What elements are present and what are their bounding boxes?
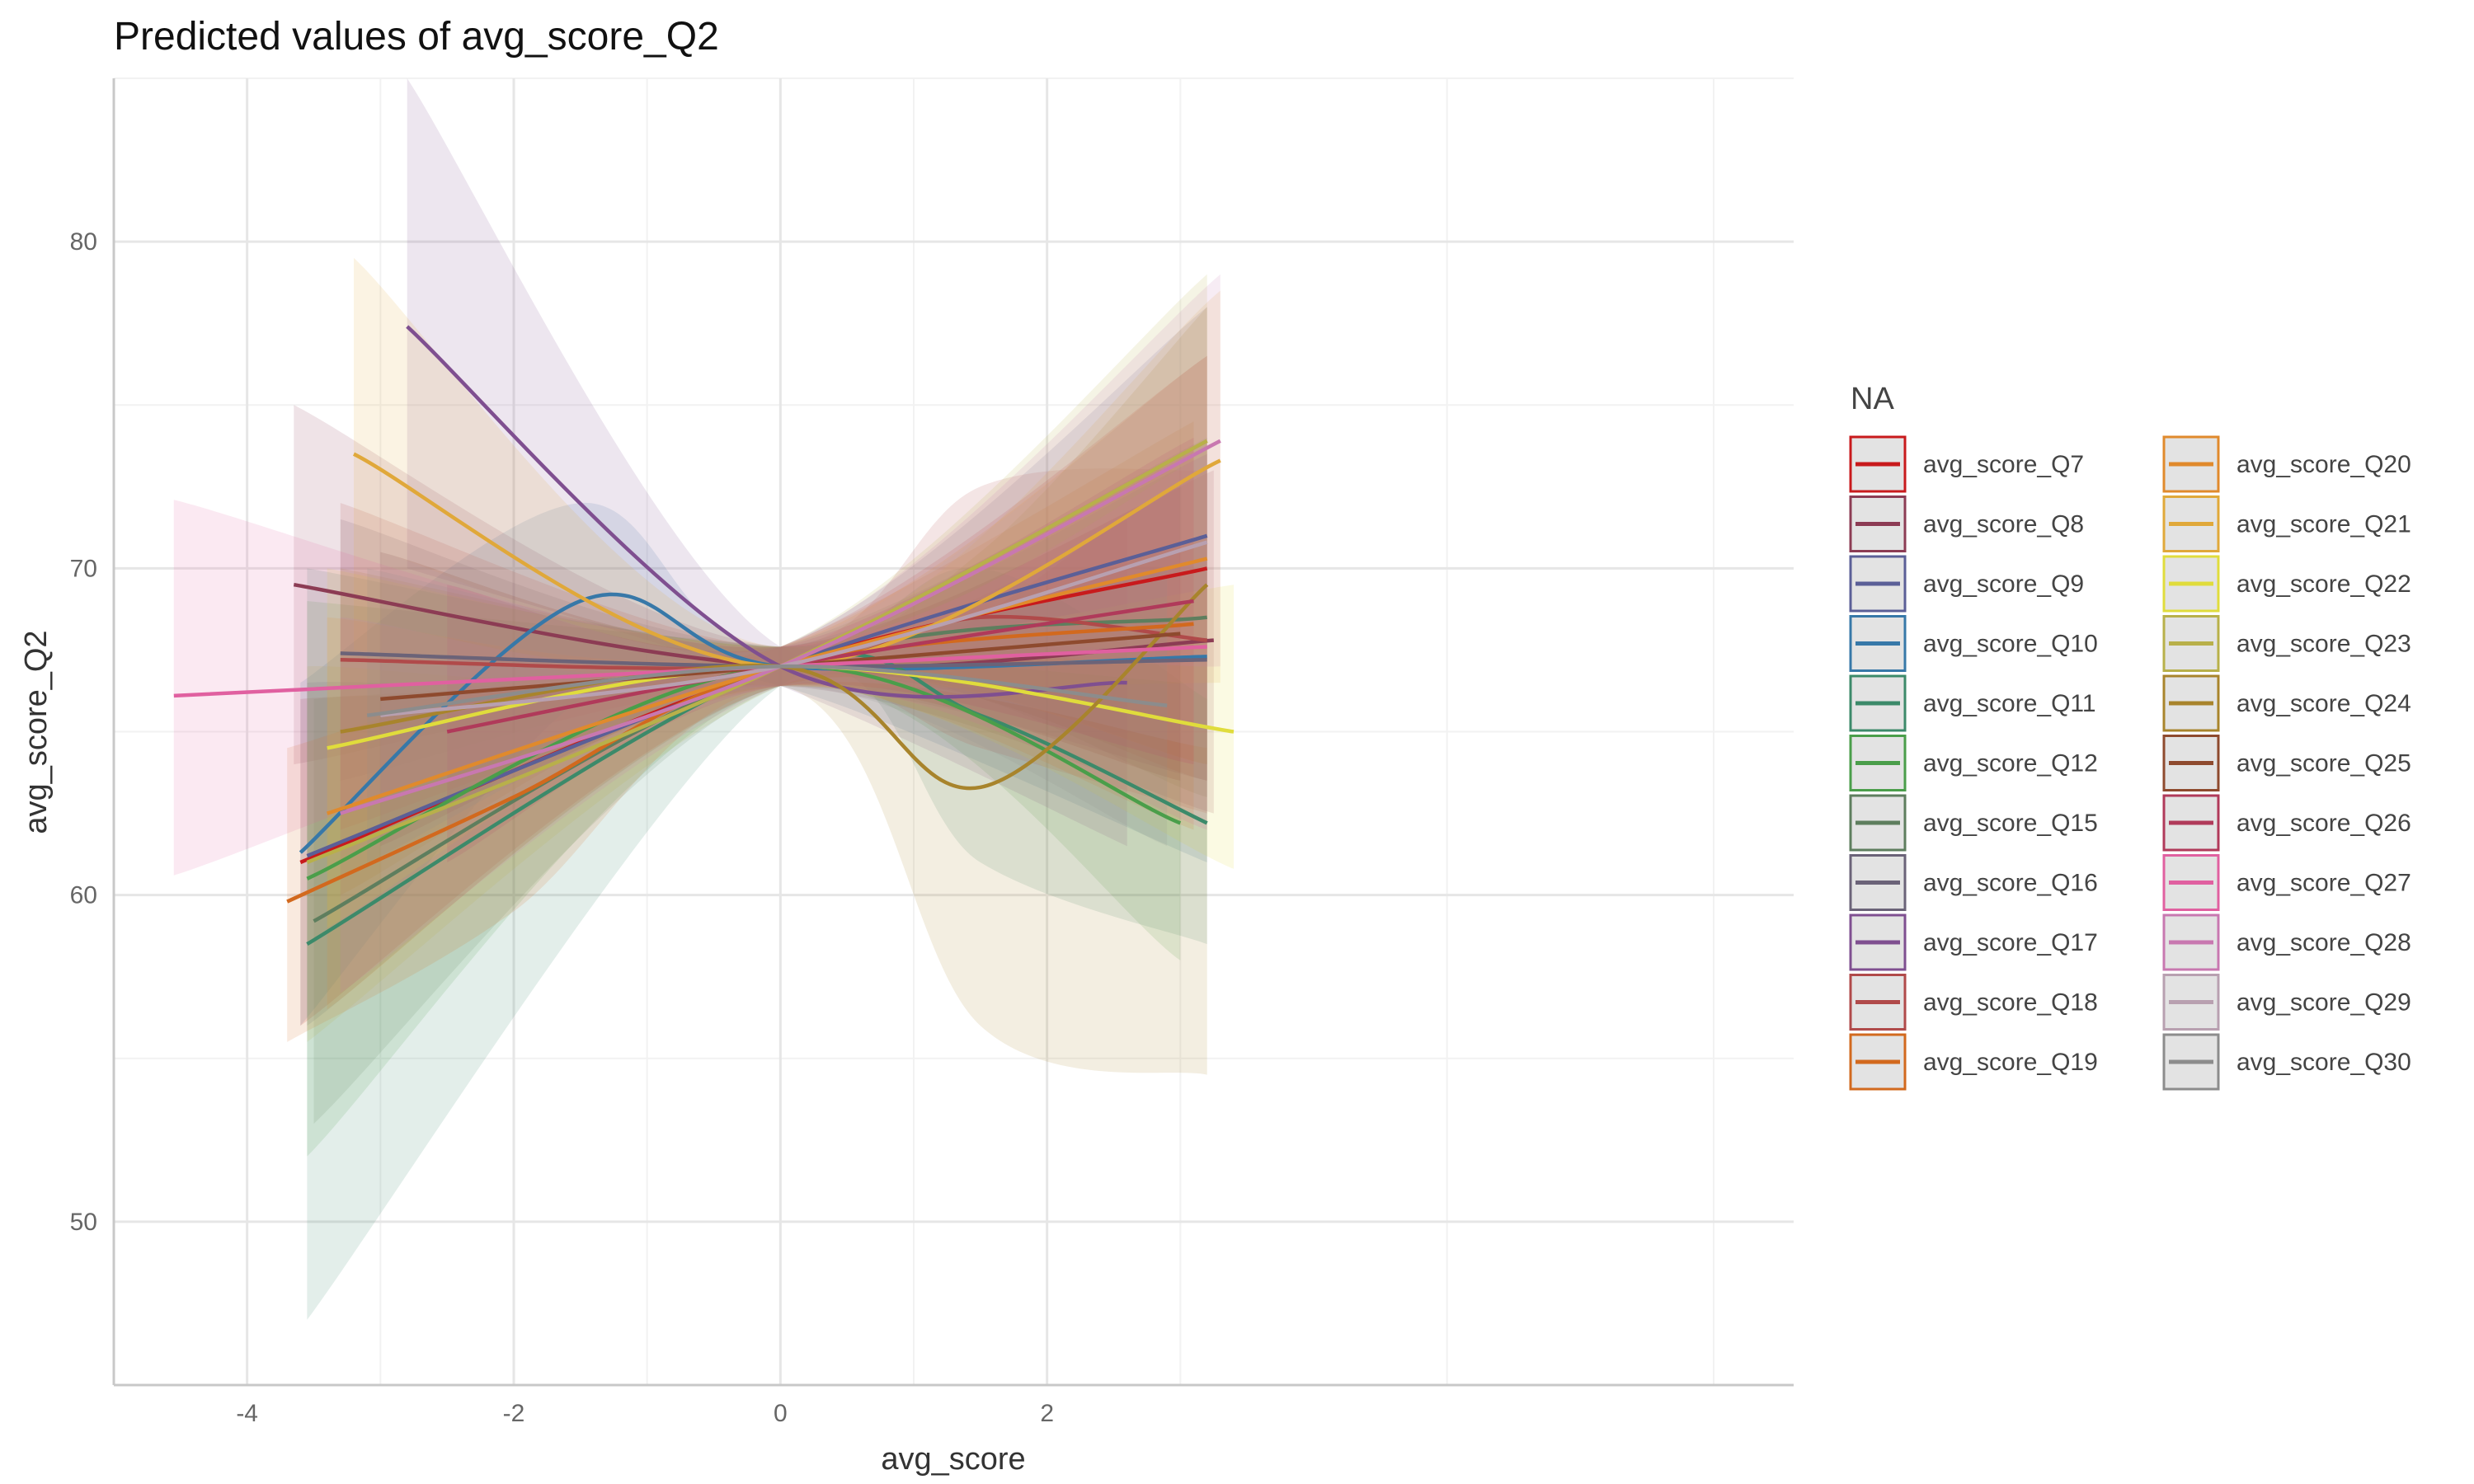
legend-item-avg-score-q21: avg_score_Q21 xyxy=(2162,495,2411,552)
legend-item-avg-score-q17: avg_score_Q17 xyxy=(1849,913,2098,971)
legend-label: avg_score_Q12 xyxy=(1923,750,2098,777)
legend-item-avg-score-q30: avg_score_Q30 xyxy=(2162,1033,2411,1091)
legend-label: avg_score_Q22 xyxy=(2236,571,2411,598)
legend-item-avg-score-q8: avg_score_Q8 xyxy=(1849,495,2084,552)
legend-item-avg-score-q16: avg_score_Q16 xyxy=(1849,854,2098,911)
legend-label: avg_score_Q15 xyxy=(1923,810,2098,837)
legend-label: avg_score_Q18 xyxy=(1923,989,2098,1017)
legend-label: avg_score_Q30 xyxy=(2236,1049,2411,1076)
legend-item-avg-score-q25: avg_score_Q25 xyxy=(2162,735,2411,791)
legend-label: avg_score_Q9 xyxy=(1923,571,2084,598)
y-tick-label: 80 xyxy=(70,228,97,256)
legend-label: avg_score_Q20 xyxy=(2236,451,2411,478)
y-axis-title: avg_score_Q2 xyxy=(19,630,54,834)
legend-item-avg-score-q7: avg_score_Q7 xyxy=(1849,435,2084,493)
line-avg-score-q30 xyxy=(366,664,1168,717)
legend-item-avg-score-q9: avg_score_Q9 xyxy=(1849,555,2084,613)
legend-label: avg_score_Q29 xyxy=(2236,989,2411,1017)
band-avg-score-q15 xyxy=(313,437,1207,1124)
legend-item-avg-score-q12: avg_score_Q12 xyxy=(1849,735,2098,791)
legend-item-avg-score-q22: avg_score_Q22 xyxy=(2162,555,2411,613)
band-avg-score-q22 xyxy=(327,568,1235,928)
legend-label: avg_score_Q17 xyxy=(1923,929,2098,956)
legend-label: avg_score_Q19 xyxy=(1923,1049,2098,1076)
legend-label: avg_score_Q16 xyxy=(1923,870,2098,897)
line-avg-score-q24 xyxy=(340,583,1209,791)
legend-item-avg-score-q10: avg_score_Q10 xyxy=(1849,615,2098,672)
legend-item-avg-score-q26: avg_score_Q26 xyxy=(2162,794,2411,852)
x-tick-label: -4 xyxy=(236,1400,258,1427)
legend: NA avg_score_Q7avg_score_Q8avg_score_Q9a… xyxy=(1849,382,2411,1091)
legend-item-avg-score-q20: avg_score_Q20 xyxy=(2162,435,2411,493)
band-avg-score-q23 xyxy=(307,274,1207,1042)
band-avg-score-q30 xyxy=(367,568,1168,862)
grid xyxy=(113,77,1794,1386)
band-avg-score-q10 xyxy=(300,453,1207,1026)
x-tick-label: -2 xyxy=(503,1400,525,1427)
legend-item-avg-score-q19: avg_score_Q19 xyxy=(1849,1033,2098,1091)
chart-title: Predicted values of avg_score_Q2 xyxy=(114,15,719,59)
legend-item-avg-score-q18: avg_score_Q18 xyxy=(1849,974,2098,1031)
band-avg-score-q12 xyxy=(307,601,1181,1157)
legend-label: avg_score_Q24 xyxy=(2236,690,2411,717)
legend-label: avg_score_Q26 xyxy=(2236,810,2411,837)
x-axis-ticks: -4 -2 0 2 xyxy=(236,1400,1054,1427)
line-avg-score-q17 xyxy=(406,325,1127,699)
legend-label: avg_score_Q25 xyxy=(2236,750,2411,777)
legend-item-avg-score-q11: avg_score_Q11 xyxy=(1849,674,2096,732)
legend-label: avg_score_Q21 xyxy=(2236,511,2411,538)
band-avg-score-q24 xyxy=(340,307,1207,1075)
y-tick-label: 60 xyxy=(70,882,97,909)
x-tick-label: 2 xyxy=(1040,1400,1054,1427)
band-avg-score-q28 xyxy=(340,274,1221,993)
x-axis-title: avg_score xyxy=(881,1442,1025,1477)
band-avg-score-q21 xyxy=(354,257,1221,688)
y-tick-label: 70 xyxy=(70,555,97,582)
x-tick-label: 0 xyxy=(774,1400,788,1427)
y-tick-label: 50 xyxy=(70,1209,97,1236)
legend-label: avg_score_Q11 xyxy=(1923,690,2096,717)
legend-items: avg_score_Q7 avg_score_Q8 avg_score_Q9 avg_… xyxy=(1849,435,2411,1091)
series-lines xyxy=(173,325,1235,946)
y-axis-ticks: 50 60 70 80 xyxy=(70,228,97,1236)
legend-label: avg_score_Q7 xyxy=(1923,451,2084,478)
legend-item-avg-score-q29: avg_score_Q29 xyxy=(2162,974,2411,1031)
legend-label: avg_score_Q23 xyxy=(2236,631,2411,658)
band-avg-score-q20 xyxy=(327,355,1207,1010)
band-avg-score-q8 xyxy=(294,405,1214,814)
legend-title: NA xyxy=(1851,382,1894,416)
legend-label: avg_score_Q27 xyxy=(2236,870,2411,897)
legend-label: avg_score_Q8 xyxy=(1923,511,2084,538)
legend-label: avg_score_Q10 xyxy=(1923,631,2098,658)
legend-item-avg-score-q27: avg_score_Q27 xyxy=(2162,854,2411,911)
legend-item-avg-score-q28: avg_score_Q28 xyxy=(2162,913,2411,971)
band-avg-score-q16 xyxy=(340,519,1207,781)
legend-item-avg-score-q24: avg_score_Q24 xyxy=(2162,674,2411,732)
legend-item-avg-score-q23: avg_score_Q23 xyxy=(2162,615,2411,672)
band-avg-score-q7 xyxy=(300,355,1207,1026)
legend-label: avg_score_Q28 xyxy=(2236,929,2411,956)
legend-item-avg-score-q15: avg_score_Q15 xyxy=(1849,794,2098,852)
